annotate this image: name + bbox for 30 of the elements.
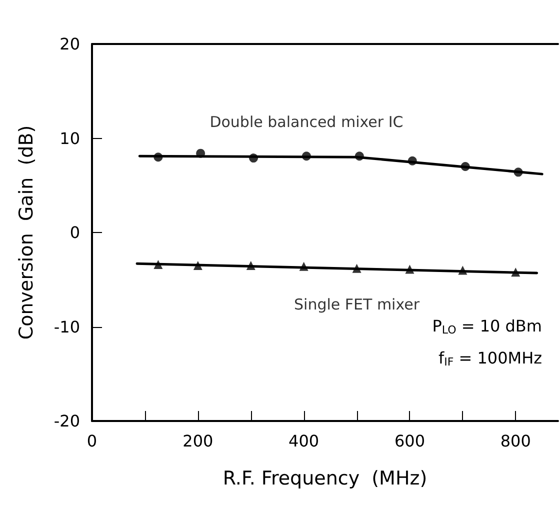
point [458,266,468,275]
point [460,162,470,172]
point [193,260,202,270]
x-tick-label: 600 [394,432,425,450]
x-tick-label: 0 [86,432,98,450]
point [154,152,163,162]
point [405,264,414,274]
point [354,152,364,161]
point [246,260,256,270]
x-axis-title: R.F. Frequency (MHz) [222,468,428,490]
point [196,148,206,158]
point [249,154,258,163]
y-tick-label: 10 [60,128,80,148]
x-tick-label: 400 [288,432,320,450]
point [299,262,308,271]
point [408,156,417,166]
point [352,264,362,273]
x-tick-label: 800 [500,432,531,450]
point [511,268,520,277]
series-label: Single FET mixer [294,295,420,314]
x-tick-label: 200 [182,432,214,450]
y-tick-label: -10 [54,317,80,336]
y-axis-title: Conversion Gain (dB) [16,125,38,340]
series-label: Double balanced mixer IC [210,113,404,132]
point [154,260,163,270]
point [514,168,523,177]
y-tick-label: 20 [60,34,80,54]
y-tick-label: -20 [54,412,80,430]
point [302,152,311,161]
y-tick-label: 0 [70,223,80,242]
